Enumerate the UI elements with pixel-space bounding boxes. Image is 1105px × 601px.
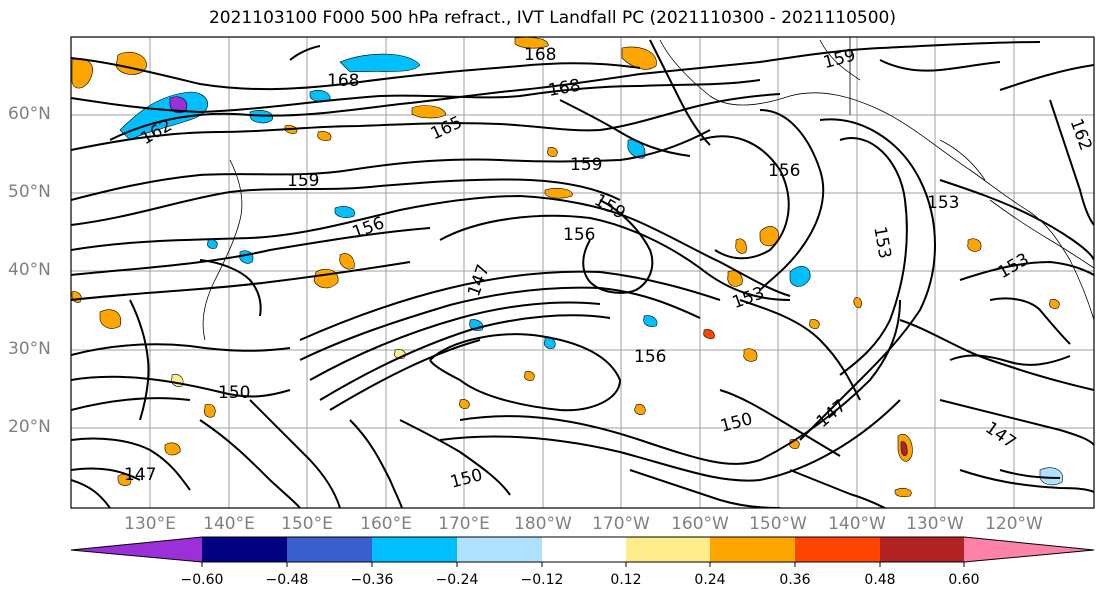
coastlines <box>202 37 1094 341</box>
lon-label: 180°W <box>514 514 572 534</box>
colorbar-segment <box>372 537 457 562</box>
colorbar-tick-label: 0.24 <box>694 572 726 588</box>
contour-label: 153 <box>927 193 959 213</box>
map-title: 2021103100 F000 500 hPa refract., IVT La… <box>208 8 896 28</box>
colorbar-tick-label: 0.60 <box>948 572 980 588</box>
shaded-patches <box>71 37 1063 498</box>
colorbar-segment <box>880 537 964 562</box>
colorbar-segment <box>626 537 710 562</box>
contour-label: 168 <box>327 71 359 91</box>
lon-label: 160°E <box>360 514 412 534</box>
colorbar-segment <box>710 537 795 562</box>
contour-label: 156 <box>768 161 800 181</box>
lon-label: 130°W <box>906 514 964 534</box>
lat-label: 30°N <box>8 339 51 359</box>
colorbar-tick-label: −0.12 <box>520 572 564 588</box>
contour-label: 159 <box>287 171 319 191</box>
colorbar-tick-label: −0.60 <box>180 572 224 588</box>
colorbar-segment <box>457 537 542 562</box>
contour-label: 156 <box>634 347 666 367</box>
lon-label: 140°E <box>203 514 255 534</box>
lon-label: 120°W <box>985 514 1043 534</box>
colorbar-segment <box>795 537 880 562</box>
lat-label: 50°N <box>8 182 51 202</box>
lon-label: 170°E <box>438 514 490 534</box>
colorbar <box>70 536 1095 567</box>
colorbar-tick-label: 0.36 <box>779 572 811 588</box>
lat-label: 20°N <box>8 417 51 437</box>
contour-label: 147 <box>124 465 156 485</box>
lat-label: 60°N <box>8 104 51 124</box>
colorbar-tick-label: −0.24 <box>435 572 479 588</box>
lat-label: 40°N <box>8 260 51 280</box>
contour-label: 159 <box>570 155 602 175</box>
colorbar-tick-label: 0.12 <box>610 572 642 588</box>
lon-label: 150°E <box>281 514 333 534</box>
lon-label: 160°W <box>671 514 729 534</box>
contour-label: 168 <box>524 45 556 65</box>
colorbar-tick-label: −0.48 <box>265 572 309 588</box>
lon-label: 150°W <box>749 514 807 534</box>
colorbar-segment <box>964 537 1094 562</box>
colorbar-tick-label: 0.48 <box>864 572 896 588</box>
colorbar-segment <box>542 537 626 562</box>
colorbar-tick-label: −0.36 <box>350 572 394 588</box>
colorbar-segment <box>202 537 287 562</box>
contour-label: 156 <box>563 225 595 245</box>
lon-label: 130°E <box>124 514 176 534</box>
lon-label: 140°W <box>828 514 886 534</box>
gridlines <box>71 37 1094 508</box>
colorbar-segment <box>71 537 202 562</box>
contour-label: 150 <box>218 383 250 403</box>
colorbar-segment <box>287 537 372 562</box>
refractivity-contours <box>71 39 1094 508</box>
lon-label: 170°W <box>592 514 650 534</box>
